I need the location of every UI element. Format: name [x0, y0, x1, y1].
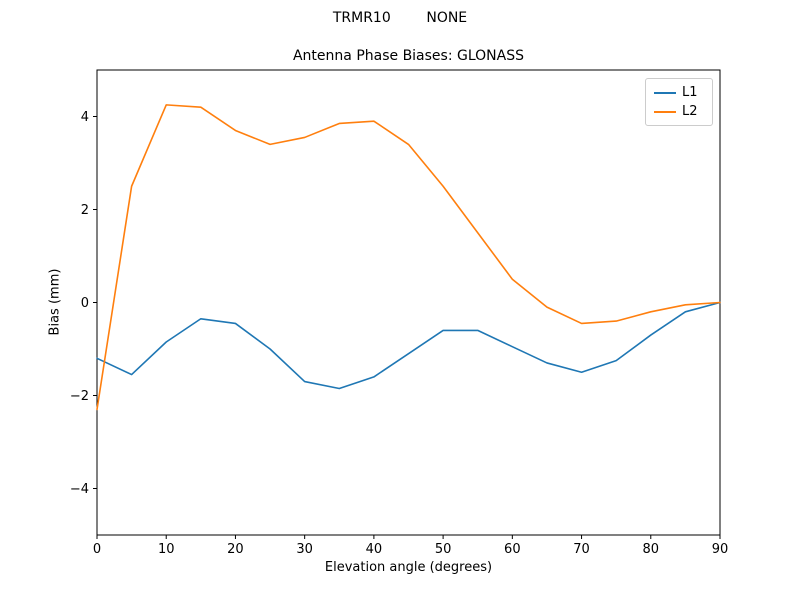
- legend: L1 L2: [645, 78, 713, 126]
- chart-title: Antenna Phase Biases: GLONASS: [292, 48, 524, 64]
- x-tick-label: 60: [504, 542, 521, 557]
- legend-line-l2: [654, 110, 676, 113]
- x-tick-label: 0: [93, 542, 101, 557]
- series-line-l1: [96, 301, 721, 390]
- axes-frame: [96, 69, 721, 536]
- x-tick-label: 30: [296, 542, 313, 557]
- legend-item-l2: L2: [654, 102, 704, 121]
- x-axis-label: Elevation angle (degrees): [324, 560, 493, 575]
- x-tick-label: 50: [435, 542, 452, 557]
- y-tick-label: 4: [81, 110, 89, 125]
- legend-item-l1: L1: [654, 83, 704, 102]
- figure-title: TRMR10 NONE: [332, 10, 468, 26]
- x-tick-label: 40: [366, 542, 383, 557]
- x-tick-label: 20: [227, 542, 244, 557]
- x-tick-label: 10: [158, 542, 175, 557]
- x-tick-label: 70: [573, 542, 590, 557]
- legend-label-l1: L1: [682, 85, 698, 100]
- legend-line-l1: [654, 91, 676, 94]
- x-tick-label: 80: [643, 542, 660, 557]
- series-line-l2: [96, 104, 721, 411]
- y-tick-label: −2: [70, 389, 89, 404]
- legend-label-l2: L2: [682, 104, 698, 119]
- y-tick-label: 2: [81, 203, 89, 218]
- y-tick-label: −4: [70, 482, 89, 497]
- y-tick-label: 0: [81, 296, 89, 311]
- x-tick-label: 90: [712, 542, 729, 557]
